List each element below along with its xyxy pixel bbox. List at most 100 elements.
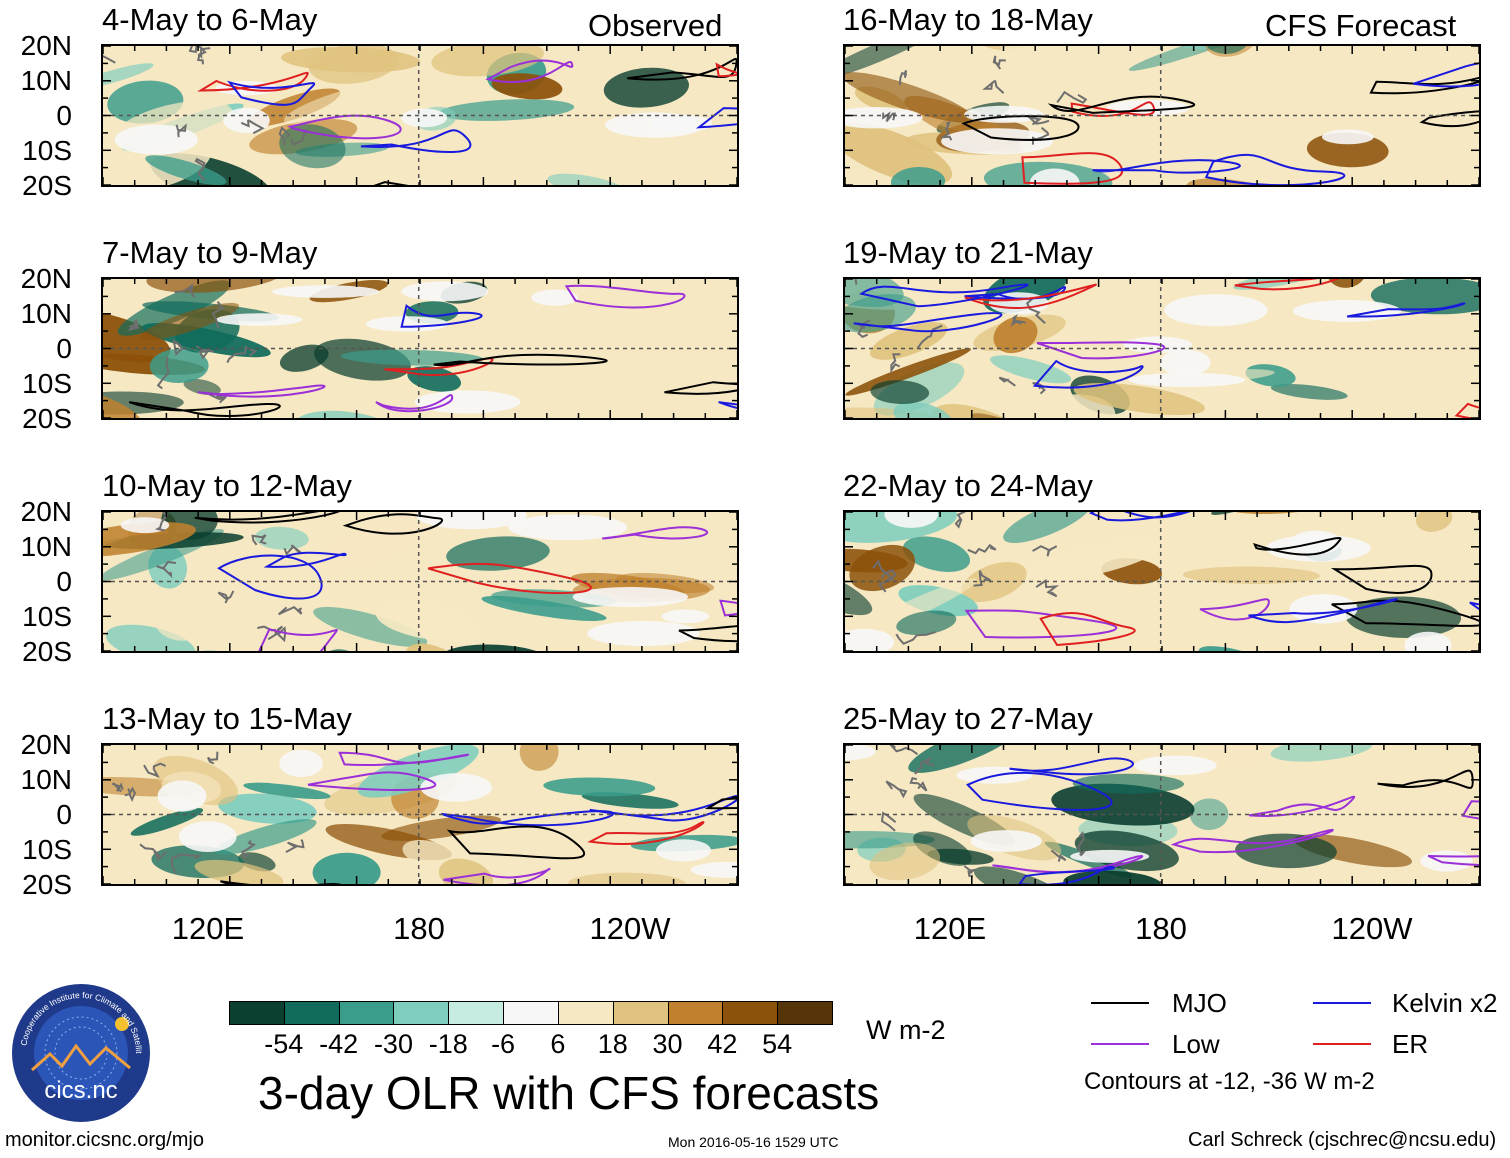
olr-anomaly [407,366,462,392]
olr-neutral-area [587,620,700,647]
coastline [1056,90,1088,104]
olr-anomaly [849,544,916,592]
panel-title-6: 19-May to 21-May [843,235,1093,270]
panel-title-5: 16-May to 18-May [843,2,1093,37]
lat-label-10s: 10S [22,135,72,166]
olr-neutral-area [279,749,323,778]
olr-anomaly [519,745,559,771]
olr-anomaly [248,88,341,127]
wave-contour [400,304,483,328]
olr-neutral-area [656,839,711,862]
wave-contour [1234,279,1339,291]
wave-contour [1346,302,1466,318]
coastline [890,353,901,374]
olr-anomaly [149,348,209,384]
olr-neutral-area [420,773,492,802]
lon-label-120e-right: 120E [913,911,987,946]
wave-contour [287,114,402,140]
lat-label-20s: 20S [22,869,72,900]
coastline [124,786,137,803]
olr-anomaly [1270,745,1373,762]
coastline [139,843,168,862]
olr-anomaly [990,355,1072,384]
coastline [175,123,187,138]
lat-label-20s: 20S [22,636,72,667]
coastline [857,319,871,338]
olr-neutral-area [114,124,198,155]
colorbar-swatch [722,1001,779,1025]
panel-title-8: 25-May to 27-May [843,701,1093,736]
main-title: 3-day OLR with CFS forecasts [258,1067,880,1119]
wave-contour [859,283,1029,308]
olr-anomaly [547,173,626,185]
olr-map [103,745,737,884]
olr-anomaly [218,793,317,824]
wave-contour [961,115,1080,141]
olr-map [103,279,737,418]
wave-contour [966,771,1113,811]
olr-neutral-area [1134,755,1217,776]
coastline [240,119,265,135]
olr-neutral-area [690,861,737,878]
lat-label-20n: 20N [20,729,72,760]
olr-anomaly [103,63,154,90]
olr-neutral-area [365,316,449,332]
olr-neutral-area [988,292,1049,315]
olr-anomaly [845,46,945,80]
wave-contour [853,312,1003,333]
colorbar-units: W m-2 [866,1015,946,1045]
wave-contour [964,283,1097,309]
map-panel-4 [101,743,739,886]
legend-line-kelvin [1313,1002,1371,1004]
lat-label-10s: 10S [22,368,72,399]
olr-anomaly [1189,798,1229,831]
colorbar-tick-label: 42 [707,1029,738,1059]
coastline [1026,115,1050,126]
colorbar-swatch [557,1001,614,1025]
olr-map [845,46,1479,185]
wave-contour [1331,599,1479,627]
coastline [973,570,992,587]
colorbar-swatch [393,1001,450,1025]
coastline [954,512,967,529]
coastline [290,129,308,146]
map-panel-8 [843,743,1481,886]
map-panel-6 [843,277,1481,420]
olr-anomaly [313,606,428,647]
olr-anomaly [893,401,954,418]
panel-title-4: 13-May to 15-May [102,701,352,736]
coastline [241,839,256,859]
olr-anomaly [375,602,481,641]
wave-contour [258,627,338,651]
olr-neutral-area [1128,372,1246,387]
wave-contour [263,551,347,568]
coastline [208,393,227,404]
wave-contour [360,129,472,153]
olr-neutral-area [401,281,489,302]
lat-label-10n: 10N [20,298,72,329]
legend-label-low: Low [1172,1029,1220,1059]
olr-anomaly [402,839,458,870]
coastline [156,560,177,579]
olr-anomaly [1205,46,1248,54]
olr-anomaly [603,67,689,108]
olr-anomaly [243,782,331,800]
coastline [998,376,1016,387]
coastline [103,55,116,64]
olr-anomaly [1027,539,1161,581]
colorbar-tick-label: 6 [550,1029,566,1059]
olr-anomaly [1032,142,1141,162]
wave-contour [1419,110,1479,127]
coastline [882,111,897,123]
coastline [982,80,1005,94]
colorbar-tick-label: -42 [319,1029,359,1059]
olr-anomaly [890,166,946,185]
lat-label-10n: 10N [20,65,72,96]
coastline [172,338,184,357]
coastline [967,543,997,555]
wave-contour [194,512,340,524]
lon-label-120w-left: 120W [589,911,671,946]
lat-label-10s: 10S [22,834,72,865]
coastline [170,853,203,874]
map-panel-2 [101,277,739,420]
